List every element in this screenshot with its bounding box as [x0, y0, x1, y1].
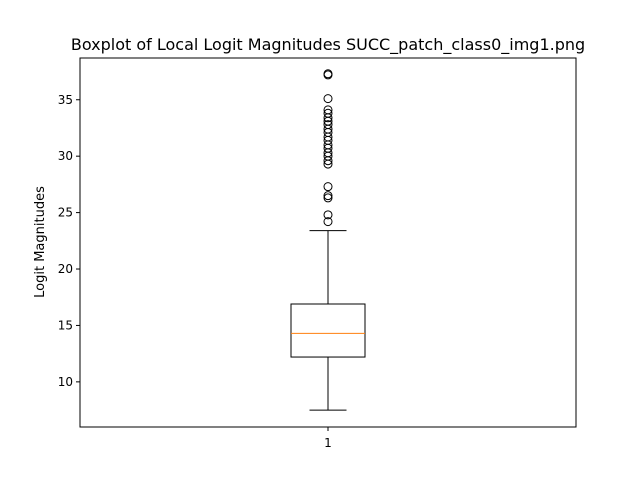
outlier-point: [323, 217, 333, 227]
y-tick-label: 20: [58, 262, 73, 276]
x-tick-label: 1: [324, 436, 332, 450]
y-tick-label: 25: [58, 206, 73, 220]
outlier-point: [323, 191, 333, 201]
outlier-point: [323, 105, 333, 115]
outlier-point: [323, 193, 333, 203]
y-tick-label: 10: [58, 375, 73, 389]
y-tick-label: 35: [58, 93, 73, 107]
outlier-point: [323, 94, 333, 104]
y-tick-label: 30: [58, 149, 73, 163]
chart-title: Boxplot of Local Logit Magnitudes SUCC_p…: [71, 35, 585, 55]
y-tick-label: 15: [58, 318, 73, 332]
outlier-point: [323, 69, 333, 79]
y-axis-label: Logit Magnitudes: [33, 186, 48, 298]
outlier-point: [323, 108, 333, 118]
box-iqr: [290, 303, 366, 358]
plot-area: 10 15 20 25 30 35 1: [58, 69, 366, 450]
outlier-point: [323, 120, 333, 130]
outlier-point: [323, 182, 333, 192]
outlier-point: [323, 210, 333, 220]
axes-frame: [79, 57, 577, 428]
